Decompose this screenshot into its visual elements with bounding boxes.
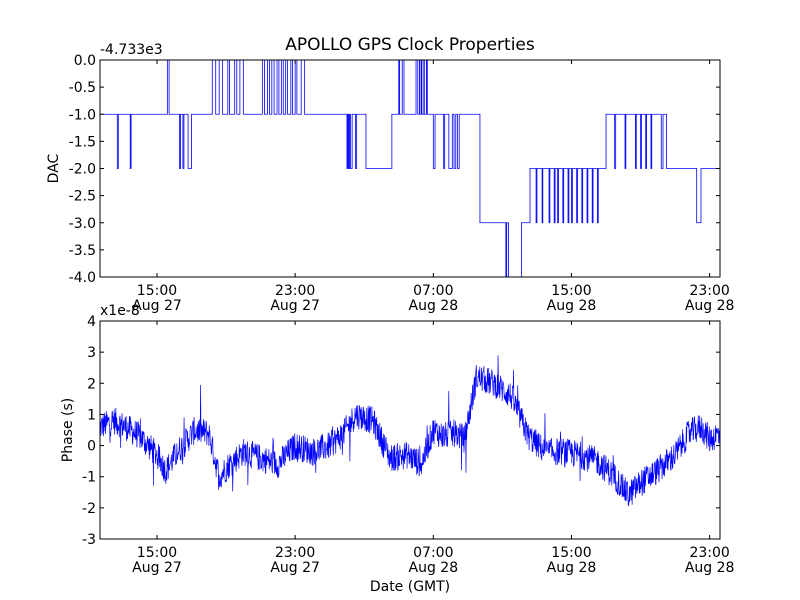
phase-xtick-time-label: 23:00	[689, 545, 729, 561]
dac-xtick-date-label: Aug 27	[132, 298, 182, 314]
dac-ytick-label: -2.0	[69, 162, 96, 178]
phase-ytick-label: -1	[82, 470, 96, 486]
dac-ylabel: DAC	[46, 153, 62, 183]
phase-ytick-label: 4	[87, 314, 96, 330]
phase-xlabel: Date (GMT)	[370, 579, 450, 595]
dac-xtick-date-label: Aug 27	[270, 298, 320, 314]
dac-axes-frame	[99, 59, 721, 278]
phase-xtick-date-label: Aug 28	[409, 560, 459, 576]
phase-xtick-time-label: 15:00	[137, 545, 177, 561]
dac-xtick-date-label: Aug 28	[547, 298, 597, 314]
dac-xtick-date-label: Aug 28	[685, 298, 735, 314]
dac-xtick-time-label: 23:00	[689, 283, 729, 299]
phase-ytick-label: 3	[87, 345, 96, 361]
phase-ytick-label: 1	[87, 407, 96, 423]
phase-offset-label: x1e-8	[100, 303, 140, 319]
dac-ytick-label: -0.5	[69, 80, 96, 96]
phase-ytick-label: 0	[87, 439, 96, 455]
phase-xtick-date-label: Aug 27	[132, 560, 182, 576]
phase-ytick-label: -2	[82, 501, 96, 517]
phase-xtick-date-label: Aug 27	[270, 560, 320, 576]
dac-ytick-label: -4.0	[69, 270, 96, 286]
dac-offset-label: -4.733e3	[100, 42, 163, 58]
dac-ytick-label: -3.0	[69, 216, 96, 232]
dac-ytick-label: -3.5	[69, 243, 96, 259]
phase-xtick-time-label: 23:00	[275, 545, 315, 561]
dac-ytick-label: 0.0	[74, 53, 96, 69]
dac-xtick-time-label: 15:00	[551, 283, 591, 299]
dac-xtick-date-label: Aug 28	[409, 298, 459, 314]
phase-xtick-date-label: Aug 28	[685, 560, 735, 576]
dac-xtick-time-label: 07:00	[413, 283, 453, 299]
phase-series-line	[100, 355, 720, 507]
dac-ytick-label: -1.0	[69, 107, 96, 123]
dac-panel: 0.0 -0.5 -1.0 -1.5 -2.0 -2.5 -3.0 -3.5 -4.0 15:00…	[46, 42, 734, 314]
dac-ytick-label: -2.5	[69, 189, 96, 205]
phase-ylabel: Phase (s)	[60, 398, 76, 462]
phase-xtick-time-label: 15:00	[551, 545, 591, 561]
chart-title: APOLLO GPS Clock Properties	[285, 35, 535, 55]
phase-axes-frame	[99, 320, 721, 540]
phase-ytick-label: -3	[82, 532, 96, 548]
phase-xtick-time-label: 07:00	[413, 545, 453, 561]
dac-series-line	[100, 60, 720, 277]
phase-xtick-date-label: Aug 28	[547, 560, 597, 576]
phase-ytick-label: 2	[87, 376, 96, 392]
dac-ytick-label: -1.5	[69, 134, 96, 150]
dac-xtick-time-label: 23:00	[275, 283, 315, 299]
dac-xtick-time-label: 15:00	[137, 283, 177, 299]
